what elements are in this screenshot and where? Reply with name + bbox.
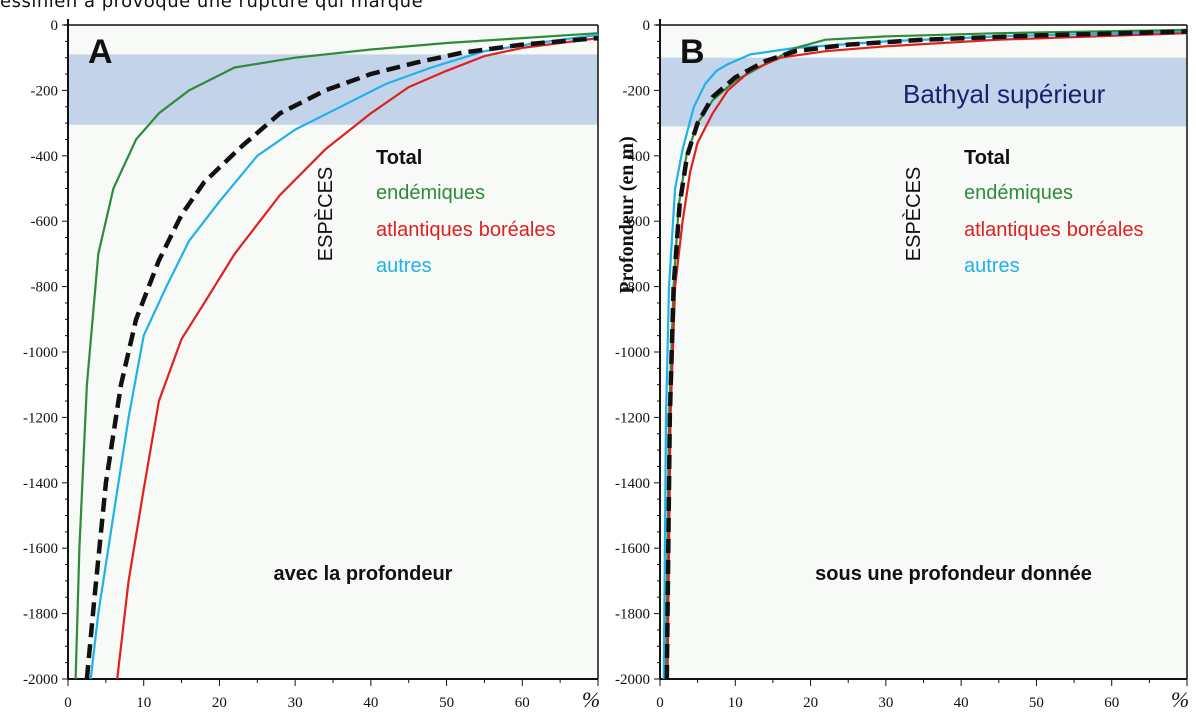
- legend-autres: autres: [964, 255, 1020, 277]
- legend-autres: autres: [376, 255, 432, 277]
- x-tick-label: 50: [439, 695, 454, 711]
- y-tick-label: -1200: [615, 410, 650, 426]
- y-tick-label: -1400: [23, 476, 58, 492]
- legend-total: Total: [964, 147, 1010, 169]
- legend-group-label: ESPÈCES: [314, 167, 337, 261]
- y-tick-label: -1200: [23, 410, 58, 426]
- y-tick-label: -600: [31, 214, 59, 230]
- y-axis-label: Profondeur(en m): [616, 136, 638, 294]
- x-axis-label: %: [1171, 687, 1189, 712]
- y-tick-label: -1000: [23, 345, 58, 361]
- x-tick-label: 60: [515, 695, 530, 711]
- x-tick-label: 50: [1029, 695, 1044, 711]
- y-tick-label: -200: [623, 83, 651, 99]
- y-tick-label: -1800: [23, 607, 58, 623]
- legend-group-label: ESPÈCES: [902, 167, 925, 261]
- panel-a: 0 -200 -400 -600 -800 -1000 -1200 -1400 -1600 -18…: [23, 18, 600, 712]
- x-tick-label: 40: [363, 695, 378, 711]
- y-tick-label: -2000: [23, 672, 58, 688]
- x-tick-label: 10: [728, 695, 743, 711]
- legend-total: Total: [376, 147, 422, 169]
- y-tick-label: -800: [623, 280, 651, 296]
- y-tick-label: -400: [623, 149, 651, 165]
- x-axis-label: %: [582, 687, 600, 712]
- y-tick-label: -1600: [615, 541, 650, 557]
- y-tick-label: 0: [643, 18, 651, 34]
- series-line-autres: [89, 33, 599, 680]
- panel-annotation: avec la profondeur: [274, 563, 453, 585]
- x-tick-label: 30: [288, 695, 303, 711]
- legend-atlantiques: atlantiques boréales: [376, 219, 555, 241]
- series-line-endemiques: [74, 32, 599, 680]
- x-tick-label: 20: [803, 695, 818, 711]
- panel-annotation: sous une profondeur donnée: [815, 563, 1092, 585]
- series-line-total: [664, 29, 1188, 680]
- legend-endemiques: endémiques: [376, 182, 485, 204]
- y-tick-label: -800: [31, 280, 59, 296]
- series-line-atlantiques: [116, 37, 599, 680]
- x-tick-label: 10: [136, 695, 151, 711]
- y-tick-label: -2000: [615, 672, 650, 688]
- panel-b: Bathyal supérieur 0 -200 -400 -600 -800 -1000 -…: [615, 18, 1189, 712]
- y-tick-label: -1600: [23, 541, 58, 557]
- legend-endemiques: endémiques: [964, 182, 1073, 204]
- y-tick-label: -1800: [615, 607, 650, 623]
- x-tick-label: 60: [1104, 695, 1119, 711]
- header-text: essinien a provoqué une rupture qui marq…: [0, 0, 424, 12]
- x-tick-label: 0: [656, 695, 664, 711]
- y-tick-label: -400: [31, 149, 59, 165]
- x-tick-label: 0: [64, 695, 72, 711]
- series-line-total: [84, 35, 599, 680]
- y-tick-label: -1400: [615, 476, 650, 492]
- panel-letter: A: [88, 33, 113, 71]
- plot-area: [660, 25, 1187, 679]
- band-label: Bathyal supérieur: [903, 79, 1106, 109]
- y-tick-label: -1000: [615, 345, 650, 361]
- plot-area: [68, 25, 598, 679]
- y-tick-label: -200: [31, 83, 59, 99]
- y-tick-label: 0: [51, 18, 59, 34]
- x-tick-label: 20: [212, 695, 227, 711]
- y-tick-label: -600: [623, 214, 651, 230]
- panel-letter: B: [680, 33, 705, 71]
- legend-atlantiques: atlantiques boréales: [964, 219, 1143, 241]
- x-tick-label: 30: [878, 695, 893, 711]
- x-tick-label: 40: [954, 695, 969, 711]
